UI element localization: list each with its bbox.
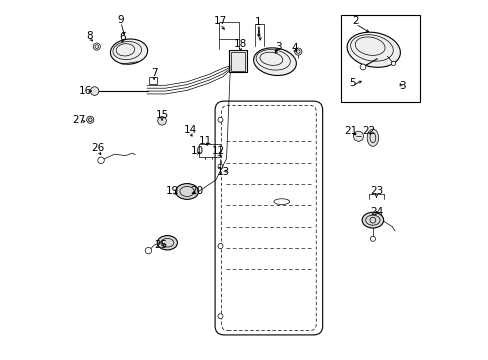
Text: 5: 5 bbox=[348, 78, 355, 88]
Text: 26: 26 bbox=[91, 143, 104, 153]
Bar bbox=[340, 15, 419, 102]
Bar bbox=[218, 22, 239, 40]
Ellipse shape bbox=[110, 39, 147, 64]
Text: 22: 22 bbox=[362, 126, 375, 135]
Circle shape bbox=[90, 87, 99, 95]
Circle shape bbox=[218, 314, 223, 319]
Text: 14: 14 bbox=[183, 125, 196, 135]
Ellipse shape bbox=[253, 48, 296, 76]
Circle shape bbox=[158, 117, 166, 125]
Circle shape bbox=[390, 61, 395, 66]
Text: 3: 3 bbox=[398, 81, 405, 91]
Bar bbox=[149, 77, 156, 84]
Bar bbox=[229, 50, 246, 72]
Text: 6: 6 bbox=[119, 32, 125, 41]
Text: 7: 7 bbox=[150, 68, 157, 78]
Text: 4: 4 bbox=[291, 43, 297, 53]
Text: 16: 16 bbox=[79, 86, 92, 96]
Ellipse shape bbox=[157, 235, 177, 250]
Text: 19: 19 bbox=[165, 186, 178, 197]
Text: 17: 17 bbox=[213, 17, 226, 27]
Text: 23: 23 bbox=[369, 186, 382, 197]
Ellipse shape bbox=[175, 184, 198, 199]
Text: 9: 9 bbox=[117, 15, 124, 25]
Circle shape bbox=[218, 164, 223, 169]
Bar bbox=[230, 51, 244, 71]
Circle shape bbox=[98, 157, 104, 163]
Text: 15: 15 bbox=[155, 110, 168, 120]
Text: 27: 27 bbox=[72, 115, 85, 125]
Circle shape bbox=[86, 116, 94, 123]
Circle shape bbox=[369, 236, 375, 241]
Text: 1: 1 bbox=[254, 17, 261, 27]
Text: 21: 21 bbox=[344, 126, 357, 135]
Text: 2: 2 bbox=[352, 17, 358, 27]
Text: 25: 25 bbox=[154, 239, 167, 249]
Circle shape bbox=[218, 244, 223, 249]
Text: 24: 24 bbox=[370, 207, 383, 217]
Ellipse shape bbox=[362, 212, 383, 228]
Bar bbox=[198, 144, 220, 157]
Circle shape bbox=[353, 131, 363, 141]
Circle shape bbox=[359, 64, 365, 70]
Ellipse shape bbox=[366, 129, 378, 146]
Text: 12: 12 bbox=[212, 146, 225, 156]
Text: 10: 10 bbox=[190, 145, 203, 156]
Circle shape bbox=[93, 43, 100, 50]
Circle shape bbox=[294, 48, 301, 55]
Text: 13: 13 bbox=[217, 167, 230, 177]
Ellipse shape bbox=[346, 32, 400, 67]
Text: 8: 8 bbox=[86, 31, 93, 41]
FancyBboxPatch shape bbox=[215, 101, 322, 335]
Text: 11: 11 bbox=[198, 136, 211, 145]
Text: 20: 20 bbox=[190, 186, 203, 196]
Circle shape bbox=[145, 247, 151, 254]
Circle shape bbox=[218, 117, 223, 122]
Text: 3: 3 bbox=[275, 42, 281, 52]
Text: 18: 18 bbox=[234, 39, 247, 49]
